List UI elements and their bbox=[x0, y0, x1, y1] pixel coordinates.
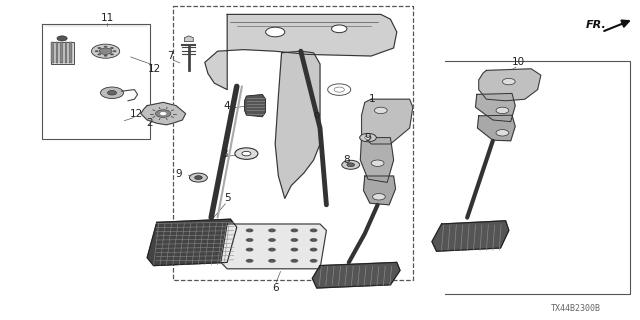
Circle shape bbox=[291, 238, 298, 242]
Circle shape bbox=[328, 84, 351, 95]
Polygon shape bbox=[312, 262, 400, 288]
Polygon shape bbox=[360, 138, 394, 182]
Polygon shape bbox=[432, 221, 509, 251]
Circle shape bbox=[268, 238, 276, 242]
Circle shape bbox=[110, 47, 114, 49]
Polygon shape bbox=[244, 94, 266, 117]
Circle shape bbox=[310, 259, 317, 263]
Circle shape bbox=[291, 228, 298, 232]
Circle shape bbox=[347, 163, 355, 167]
Circle shape bbox=[160, 112, 166, 115]
Circle shape bbox=[97, 53, 101, 55]
Text: 9: 9 bbox=[176, 169, 182, 180]
Text: 5: 5 bbox=[224, 193, 230, 204]
Bar bbox=[51, 42, 54, 63]
Polygon shape bbox=[362, 99, 413, 144]
Polygon shape bbox=[477, 115, 515, 141]
Circle shape bbox=[310, 248, 317, 252]
Polygon shape bbox=[221, 224, 326, 269]
Circle shape bbox=[496, 130, 509, 136]
Bar bbox=[60, 42, 63, 63]
Circle shape bbox=[156, 110, 171, 117]
Circle shape bbox=[92, 44, 120, 58]
Circle shape bbox=[95, 50, 99, 52]
Circle shape bbox=[242, 151, 251, 156]
Circle shape bbox=[195, 176, 202, 180]
Polygon shape bbox=[479, 69, 541, 101]
Circle shape bbox=[334, 87, 344, 92]
Circle shape bbox=[246, 248, 253, 252]
Circle shape bbox=[97, 47, 101, 49]
Circle shape bbox=[310, 228, 317, 232]
Text: 10: 10 bbox=[512, 57, 525, 68]
Circle shape bbox=[57, 36, 67, 41]
Circle shape bbox=[371, 160, 384, 166]
Polygon shape bbox=[275, 51, 320, 198]
Circle shape bbox=[502, 78, 515, 85]
Circle shape bbox=[99, 48, 112, 54]
Text: 4: 4 bbox=[224, 100, 230, 111]
Circle shape bbox=[104, 46, 108, 48]
Circle shape bbox=[268, 228, 276, 232]
Circle shape bbox=[100, 87, 124, 99]
Circle shape bbox=[372, 194, 385, 200]
Bar bbox=[65, 42, 67, 63]
Circle shape bbox=[266, 27, 285, 37]
Text: TX44B2300B: TX44B2300B bbox=[551, 304, 601, 313]
Circle shape bbox=[291, 248, 298, 252]
Circle shape bbox=[110, 53, 114, 55]
Text: 3: 3 bbox=[221, 148, 227, 159]
Circle shape bbox=[332, 25, 347, 33]
Bar bbox=[56, 42, 58, 63]
Text: FR.: FR. bbox=[586, 20, 607, 30]
Polygon shape bbox=[205, 14, 397, 90]
Bar bbox=[69, 42, 72, 63]
Polygon shape bbox=[476, 93, 515, 122]
Circle shape bbox=[496, 107, 509, 114]
Text: o: o bbox=[314, 110, 320, 120]
Circle shape bbox=[310, 238, 317, 242]
Circle shape bbox=[246, 238, 253, 242]
Circle shape bbox=[291, 259, 298, 263]
Circle shape bbox=[108, 91, 116, 95]
Text: 11: 11 bbox=[101, 12, 114, 23]
Text: 12: 12 bbox=[148, 64, 161, 74]
Polygon shape bbox=[364, 176, 396, 205]
Circle shape bbox=[246, 228, 253, 232]
Circle shape bbox=[189, 173, 207, 182]
Text: 9: 9 bbox=[365, 132, 371, 143]
Polygon shape bbox=[51, 42, 74, 64]
Text: 12: 12 bbox=[130, 108, 143, 119]
Circle shape bbox=[342, 160, 360, 169]
Circle shape bbox=[365, 136, 371, 139]
Text: 8: 8 bbox=[344, 155, 350, 165]
Circle shape bbox=[113, 50, 116, 52]
Text: 2: 2 bbox=[146, 118, 152, 128]
Circle shape bbox=[374, 107, 387, 114]
Circle shape bbox=[268, 259, 276, 263]
Text: 6: 6 bbox=[272, 283, 278, 293]
Circle shape bbox=[268, 248, 276, 252]
Polygon shape bbox=[141, 102, 186, 125]
Text: 1: 1 bbox=[369, 94, 376, 104]
Circle shape bbox=[235, 148, 258, 159]
Polygon shape bbox=[147, 219, 237, 266]
Text: 7: 7 bbox=[168, 51, 174, 61]
Circle shape bbox=[104, 55, 108, 57]
Circle shape bbox=[360, 133, 376, 142]
Circle shape bbox=[246, 259, 253, 263]
Polygon shape bbox=[184, 36, 193, 42]
